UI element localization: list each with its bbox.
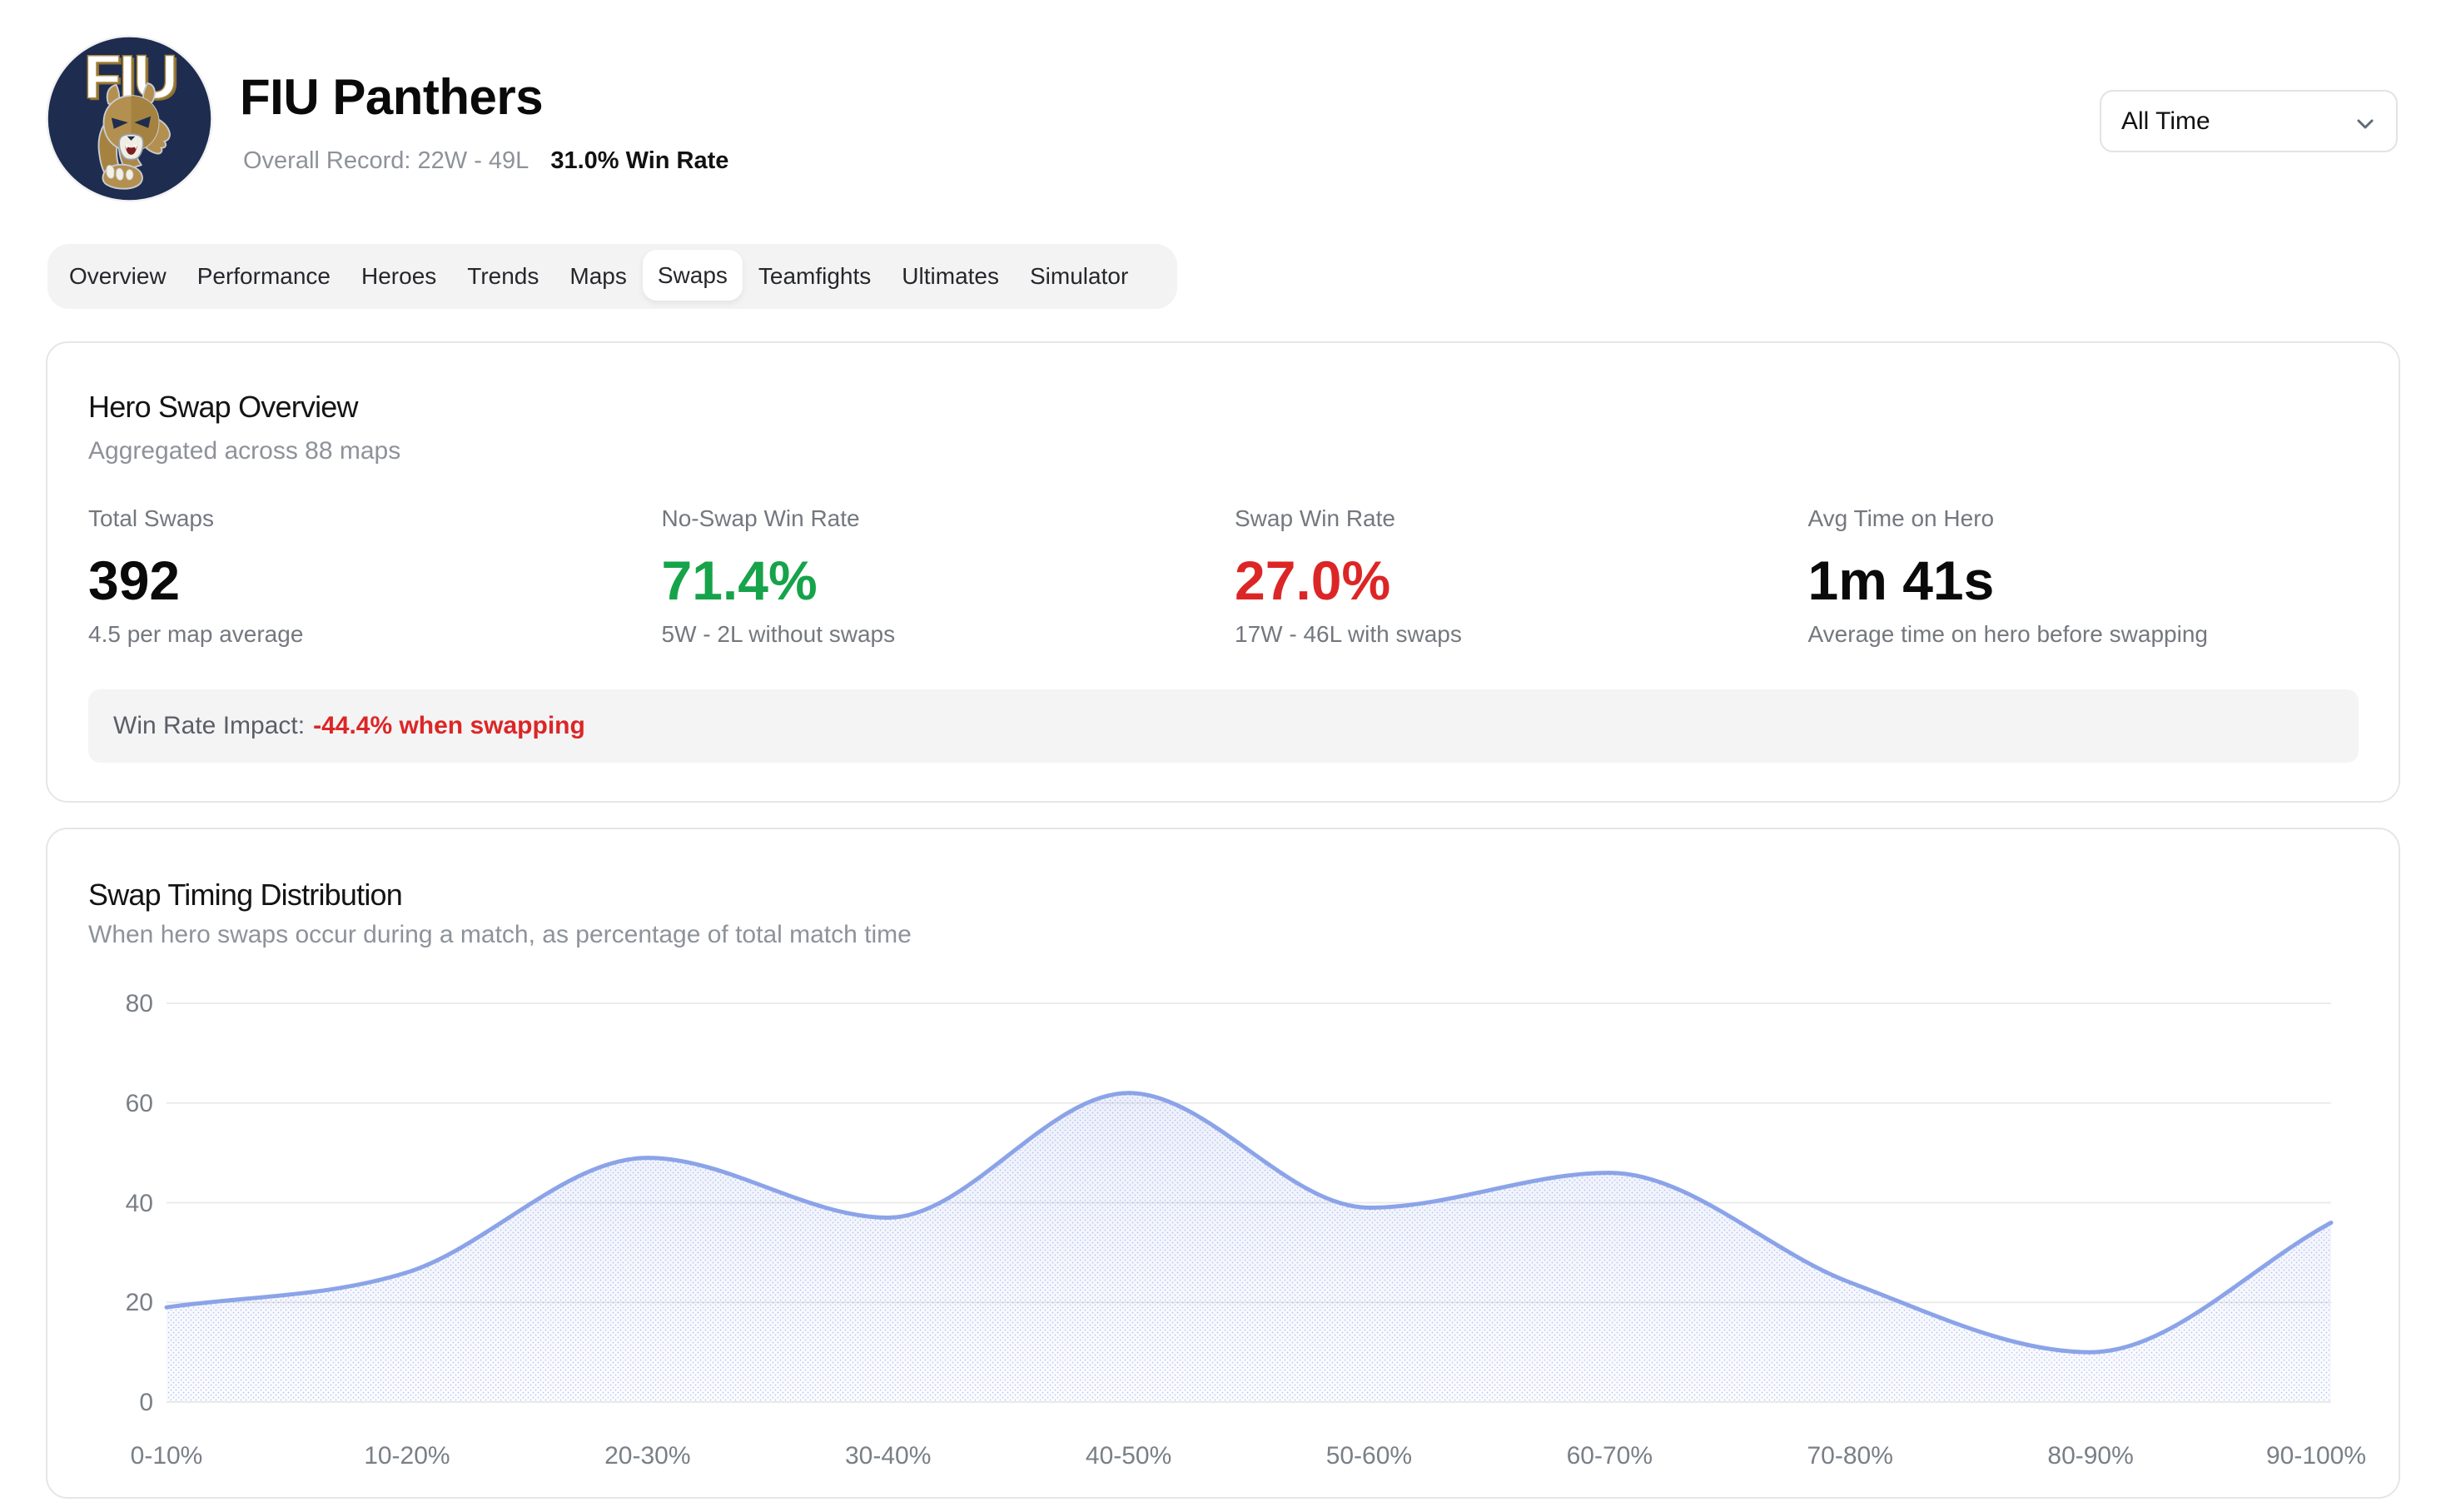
svg-text:60-70%: 60-70%	[1567, 1442, 1653, 1470]
svg-text:40: 40	[126, 1190, 153, 1217]
svg-text:90-100%: 90-100%	[2266, 1442, 2366, 1470]
svg-text:0: 0	[139, 1389, 153, 1416]
svg-text:60: 60	[126, 1090, 153, 1117]
svg-text:0-10%: 0-10%	[131, 1442, 203, 1470]
svg-text:70-80%: 70-80%	[1807, 1442, 1892, 1470]
svg-text:FIU: FIU	[83, 42, 175, 112]
svg-text:80: 80	[126, 990, 153, 1017]
svg-text:10-20%: 10-20%	[364, 1442, 450, 1470]
svg-text:20: 20	[126, 1289, 153, 1316]
svg-text:40-50%: 40-50%	[1086, 1442, 1171, 1470]
svg-text:30-40%: 30-40%	[845, 1442, 931, 1470]
svg-text:80-90%: 80-90%	[2047, 1442, 2133, 1470]
svg-text:50-60%: 50-60%	[1326, 1442, 1412, 1470]
svg-text:20-30%: 20-30%	[604, 1442, 690, 1470]
